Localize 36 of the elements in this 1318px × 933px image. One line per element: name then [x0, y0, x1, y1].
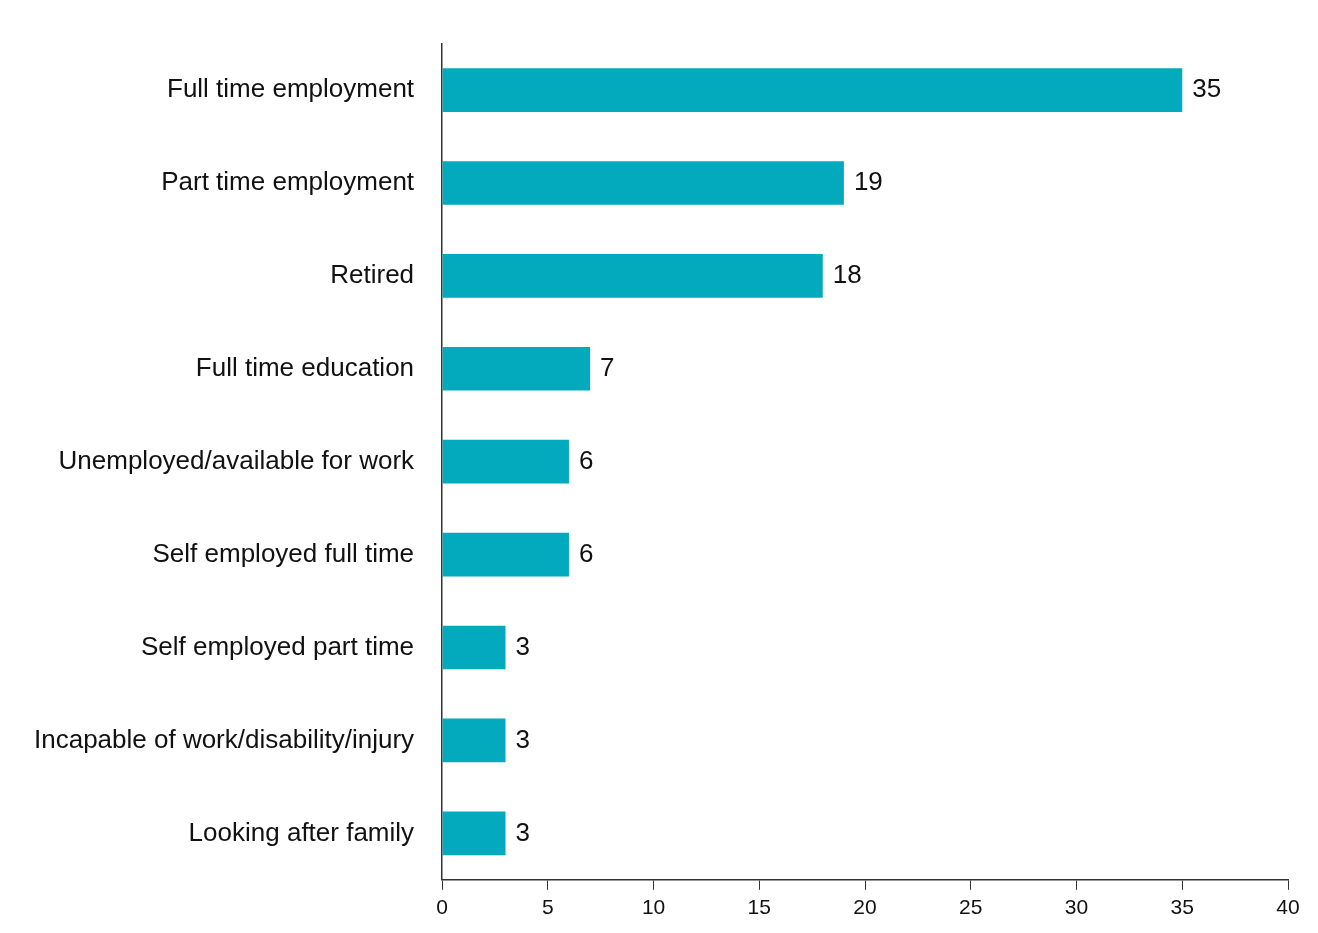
bar — [442, 68, 1183, 112]
x-tick-label: 20 — [853, 895, 877, 919]
bar — [442, 161, 844, 205]
data-label: 6 — [578, 444, 594, 475]
data-label: 7 — [600, 351, 615, 382]
data-label: 3 — [515, 816, 530, 847]
bar — [442, 254, 823, 298]
x-tick-label: 5 — [541, 895, 554, 919]
y-tick-label: Full time employment — [166, 73, 415, 104]
x-tick-label: 25 — [959, 895, 983, 919]
bar — [442, 346, 591, 391]
data-label: 3 — [515, 630, 530, 661]
x-tick-label: 30 — [1064, 895, 1089, 919]
data-label: 35 — [1192, 73, 1222, 104]
bar — [442, 439, 569, 484]
bar — [442, 625, 506, 670]
data-label: 6 — [578, 537, 594, 568]
y-tick-label: Self employed part time — [140, 630, 415, 661]
x-tick-label: 15 — [747, 895, 771, 919]
y-tick-label: Part time employment — [161, 166, 415, 197]
x-tick-label: 10 — [641, 895, 666, 919]
bar — [442, 718, 506, 763]
y-tick-label: Retired — [330, 259, 415, 290]
x-tick-label: 0 — [436, 895, 448, 919]
y-tick-label: Looking after family — [188, 816, 415, 847]
bar — [442, 532, 569, 577]
y-tick-label: Incapable of work/disability/injury — [33, 723, 415, 754]
data-label: 18 — [832, 259, 862, 290]
y-tick-label: Unemployed/available for work — [58, 444, 416, 475]
data-label: 19 — [853, 166, 883, 197]
bar — [442, 811, 506, 856]
y-tick-label: Full time education — [195, 351, 415, 382]
x-tick-label: 35 — [1170, 895, 1194, 919]
x-tick-label: 40 — [1276, 895, 1300, 919]
y-tick-label: Self employed full time — [152, 537, 415, 568]
data-label: 3 — [515, 723, 530, 754]
